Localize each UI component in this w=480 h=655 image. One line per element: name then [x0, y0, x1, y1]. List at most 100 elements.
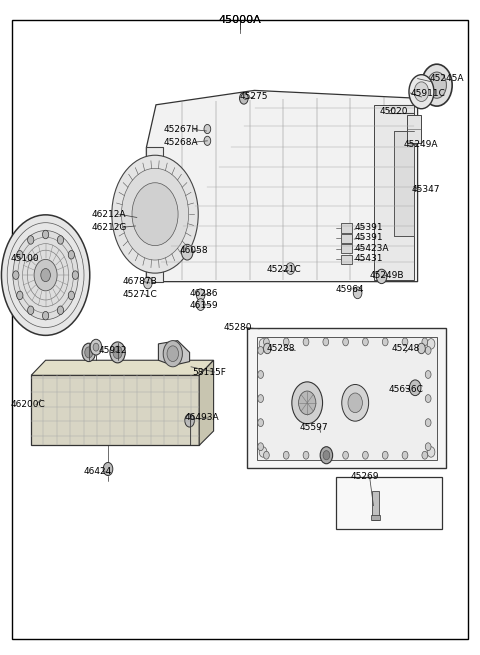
Circle shape [103, 462, 113, 476]
Bar [341, 234, 352, 243]
Circle shape [90, 339, 102, 355]
Text: 45100: 45100 [11, 253, 39, 263]
Circle shape [422, 338, 428, 346]
Circle shape [68, 250, 74, 259]
Circle shape [13, 231, 78, 320]
Text: 45269: 45269 [350, 472, 379, 481]
Bar [341, 244, 352, 253]
Circle shape [41, 269, 50, 282]
Text: 45268A: 45268A [163, 138, 198, 147]
Polygon shape [146, 147, 163, 282]
Text: 46787B: 46787B [122, 277, 157, 286]
Circle shape [204, 136, 211, 145]
Circle shape [362, 451, 368, 459]
Circle shape [196, 289, 205, 301]
Circle shape [425, 394, 431, 402]
Circle shape [27, 306, 34, 314]
Text: 46212A: 46212A [91, 210, 126, 219]
Text: 45964: 45964 [336, 285, 364, 294]
Circle shape [342, 384, 369, 421]
Circle shape [264, 338, 269, 346]
Circle shape [418, 343, 425, 354]
Text: 45597: 45597 [300, 422, 329, 432]
Text: 45267H: 45267H [163, 125, 198, 134]
Text: 46159: 46159 [190, 301, 218, 310]
Text: 46493A: 46493A [185, 413, 219, 422]
Circle shape [167, 346, 179, 362]
Circle shape [422, 451, 428, 459]
Polygon shape [374, 105, 414, 280]
Text: 45391: 45391 [354, 233, 383, 242]
Circle shape [17, 250, 23, 259]
Text: 45391: 45391 [354, 223, 383, 232]
Circle shape [264, 451, 269, 459]
Text: 45636C: 45636C [389, 385, 424, 394]
Circle shape [409, 75, 434, 109]
Circle shape [427, 72, 446, 98]
Circle shape [414, 82, 429, 102]
Circle shape [421, 64, 452, 106]
Text: 45248: 45248 [391, 344, 420, 353]
Circle shape [240, 92, 248, 104]
Polygon shape [158, 341, 190, 365]
Circle shape [343, 338, 348, 346]
Circle shape [85, 347, 93, 358]
Circle shape [353, 287, 362, 299]
Text: 45271C: 45271C [122, 290, 157, 299]
Text: 45000A: 45000A [218, 15, 262, 25]
Text: 45431: 45431 [354, 254, 383, 263]
Circle shape [121, 168, 189, 260]
Text: 45280: 45280 [223, 323, 252, 332]
Circle shape [196, 299, 205, 310]
Text: 45221C: 45221C [266, 265, 301, 274]
Text: 46058: 46058 [180, 246, 209, 255]
Circle shape [402, 451, 408, 459]
Circle shape [303, 451, 309, 459]
Circle shape [58, 306, 63, 314]
Circle shape [204, 124, 211, 134]
Bar [341, 223, 352, 233]
Circle shape [258, 371, 264, 379]
Circle shape [68, 291, 74, 300]
Circle shape [425, 419, 431, 426]
Circle shape [323, 451, 329, 459]
Circle shape [258, 419, 264, 426]
Text: 46200C: 46200C [11, 400, 45, 409]
Circle shape [376, 269, 387, 284]
Polygon shape [199, 360, 214, 445]
Circle shape [258, 346, 264, 354]
Text: 45000A: 45000A [218, 15, 262, 25]
Circle shape [72, 271, 79, 279]
Circle shape [427, 447, 435, 457]
Text: 45423A: 45423A [354, 244, 389, 253]
Circle shape [283, 451, 289, 459]
Circle shape [144, 277, 152, 289]
Circle shape [82, 343, 96, 362]
Circle shape [299, 391, 316, 415]
Text: 45275: 45275 [240, 92, 268, 102]
Circle shape [259, 447, 267, 457]
Circle shape [12, 271, 19, 279]
Circle shape [34, 259, 57, 291]
Circle shape [348, 393, 362, 413]
Circle shape [43, 231, 49, 239]
Text: 45249A: 45249A [403, 140, 438, 149]
Text: 45912: 45912 [98, 346, 127, 355]
Circle shape [425, 371, 431, 379]
Circle shape [343, 451, 348, 459]
Bar [407, 115, 421, 143]
Text: 45911C: 45911C [410, 88, 445, 98]
Bar [371, 515, 380, 520]
Circle shape [409, 380, 421, 396]
Circle shape [258, 394, 264, 402]
Bar [372, 491, 379, 520]
Bar [257, 337, 437, 460]
Text: 46286: 46286 [190, 289, 218, 298]
Circle shape [320, 447, 333, 464]
Text: 45020: 45020 [379, 107, 408, 116]
Text: 46424: 46424 [84, 467, 112, 476]
Circle shape [323, 451, 330, 460]
Circle shape [58, 236, 63, 244]
Circle shape [42, 311, 49, 320]
Circle shape [17, 291, 23, 300]
